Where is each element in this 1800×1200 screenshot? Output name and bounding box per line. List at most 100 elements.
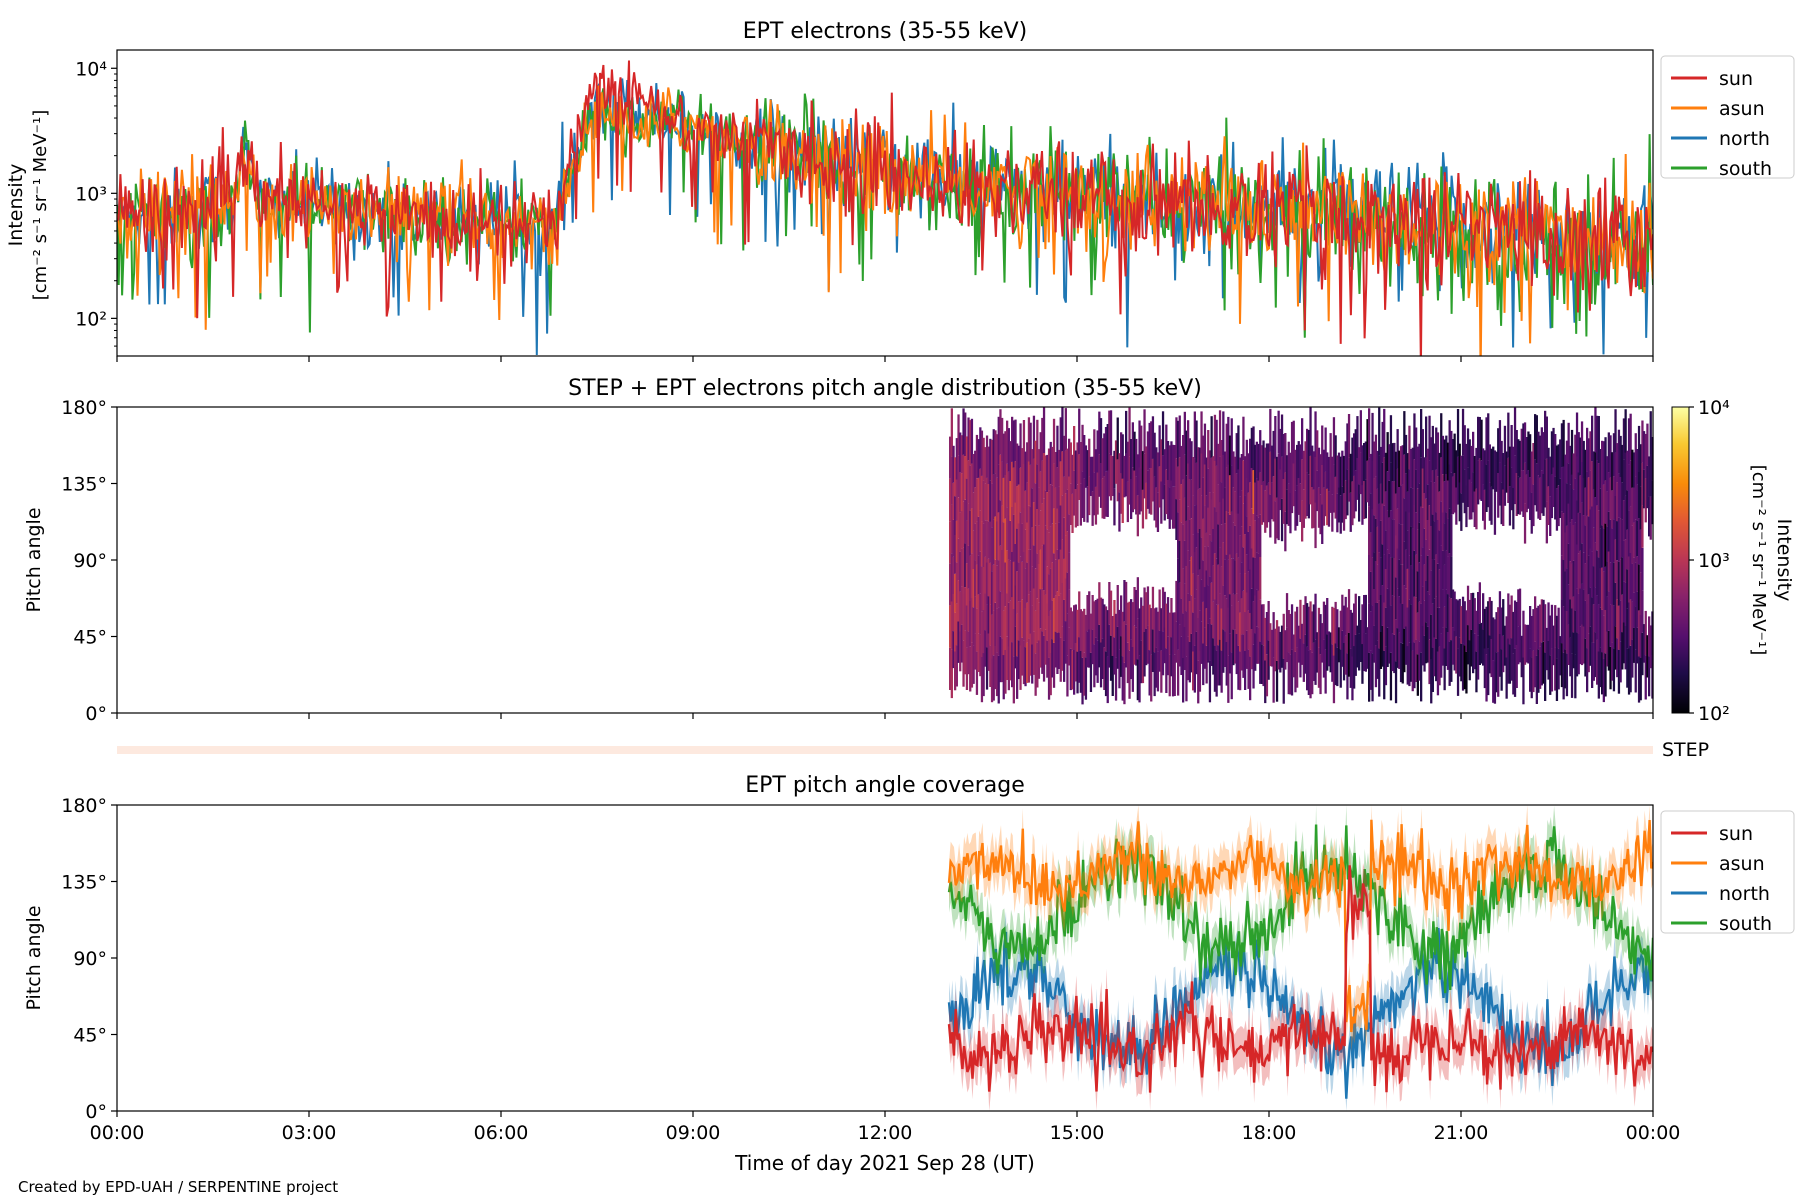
- heatmap-cell: [1364, 633, 1367, 672]
- heatmap-cell: [1039, 589, 1042, 629]
- heatmap-cell: [1056, 508, 1059, 550]
- heatmap-cell: [1290, 649, 1294, 696]
- heatmap-cell: [1332, 464, 1336, 513]
- heatmap-cell: [1002, 566, 1005, 611]
- heatmap-cell: [1602, 658, 1605, 703]
- heatmap-cell: [1632, 592, 1636, 628]
- heatmap-cell: [1217, 564, 1220, 605]
- heatmap-cell: [1430, 525, 1433, 571]
- heatmap-cell: [1275, 620, 1279, 661]
- heatmap-cell: [1482, 448, 1485, 485]
- heatmap-cell: [1069, 483, 1072, 525]
- heatmap-cell: [1163, 591, 1166, 628]
- heatmap-cell: [1500, 607, 1503, 650]
- panel1-ylabel-2: [cm⁻² s⁻¹ sr⁻¹ MeV⁻¹]: [30, 110, 51, 301]
- heatmap-cell: [1410, 565, 1413, 605]
- heatmap-cell: [1203, 587, 1207, 628]
- heatmap-cell: [1456, 409, 1460, 457]
- heatmap-cell: [1587, 516, 1590, 556]
- heatmap-cell: [1373, 441, 1376, 479]
- heatmap-cell: [1607, 432, 1610, 473]
- heatmap-cell: [1262, 440, 1265, 482]
- heatmap-cell: [1274, 501, 1277, 544]
- heatmap-cell: [1301, 459, 1304, 501]
- heatmap-cell: [1163, 627, 1166, 664]
- heatmap-cell: [1349, 609, 1352, 649]
- heatmap-cell: [1626, 608, 1629, 649]
- heatmap-cell: [1267, 482, 1270, 523]
- heatmap-cell: [1607, 511, 1610, 552]
- heatmap-cell: [1420, 652, 1423, 702]
- heatmap-cell: [1398, 596, 1401, 633]
- heatmap-cell: [1584, 563, 1587, 601]
- heatmap-cell: [1575, 544, 1579, 589]
- heatmap-cell: [1046, 566, 1049, 604]
- heatmap-cell: [1049, 568, 1052, 611]
- heatmap-cell: [1488, 482, 1491, 521]
- heatmap-cell: [1011, 461, 1014, 507]
- heatmap-cell: [1636, 520, 1639, 557]
- heatmap-cell: [1240, 562, 1243, 599]
- heatmap-cell: [1358, 633, 1361, 671]
- heatmap-cell: [1017, 484, 1020, 524]
- heatmap-cell: [1406, 646, 1409, 685]
- heatmap-cell: [1007, 646, 1010, 691]
- heatmap-cell: [1138, 467, 1141, 515]
- heatmap-cell: [1213, 553, 1217, 600]
- heatmap-cell: [1435, 596, 1438, 639]
- heatmap-cell: [1565, 483, 1569, 526]
- heatmap-cell: [1282, 658, 1285, 704]
- heatmap-cell: [1125, 581, 1128, 625]
- heatmap-cell: [965, 520, 969, 564]
- heatmap-cell: [1421, 468, 1424, 508]
- heatmap-cell: [1564, 649, 1567, 689]
- heatmap-cell: [1532, 484, 1535, 527]
- heatmap-cell: [1374, 518, 1378, 561]
- heatmap-cell: [1445, 627, 1448, 666]
- heatmap-cell: [1334, 643, 1337, 686]
- heatmap-cell: [1575, 500, 1579, 545]
- heatmap-cell: [1222, 542, 1225, 586]
- heatmap-cell: [1218, 593, 1222, 640]
- heatmap-cell: [1401, 445, 1404, 485]
- heatmap-cell: [1205, 457, 1208, 496]
- heatmap-cell: [1287, 483, 1290, 526]
- heatmap-cell: [975, 434, 979, 479]
- heatmap-cell: [1624, 452, 1627, 496]
- heatmap-cell: [1208, 660, 1212, 703]
- heatmap-cell: [1123, 580, 1126, 622]
- colorbar: [1671, 406, 1690, 714]
- heatmap-cell: [1041, 417, 1044, 461]
- heatmap-cell: [1510, 467, 1513, 511]
- heatmap-cell: [967, 588, 970, 632]
- heatmap-cell: [1034, 525, 1037, 569]
- heatmap-cell: [1565, 653, 1569, 697]
- heatmap-cell: [1114, 613, 1118, 658]
- heatmap-cell: [1393, 558, 1396, 597]
- heatmap-cell: [959, 432, 962, 473]
- heatmap-cell: [1597, 463, 1600, 511]
- heatmap-cell: [1347, 414, 1351, 458]
- heatmap-cell: [1190, 441, 1193, 480]
- heatmap-cell: [1284, 630, 1287, 670]
- heatmap-cell: [1508, 446, 1512, 487]
- heatmap-cell: [1143, 409, 1146, 454]
- heatmap-cell: [1270, 482, 1274, 520]
- heatmap-cell: [1587, 477, 1590, 517]
- heatmap-cell: [1242, 547, 1245, 591]
- heatmap-cell: [1386, 588, 1389, 628]
- heatmap-cell: [1235, 593, 1238, 634]
- heatmap-cell: [1440, 633, 1443, 678]
- heatmap-cell: [1156, 651, 1160, 692]
- heatmap-cell: [1329, 473, 1332, 513]
- heatmap-cell: [1436, 520, 1440, 564]
- heatmap-cell: [1106, 424, 1109, 471]
- heatmap-cell: [1166, 636, 1170, 676]
- heatmap-cell: [1088, 591, 1091, 630]
- heatmap-cell: [1244, 573, 1247, 613]
- heatmap-cell: [995, 652, 999, 697]
- heatmap-cell: [1011, 597, 1014, 643]
- heatmap-cell: [1383, 650, 1386, 700]
- heatmap-cell: [1089, 652, 1093, 692]
- heatmap-cell: [1130, 439, 1133, 479]
